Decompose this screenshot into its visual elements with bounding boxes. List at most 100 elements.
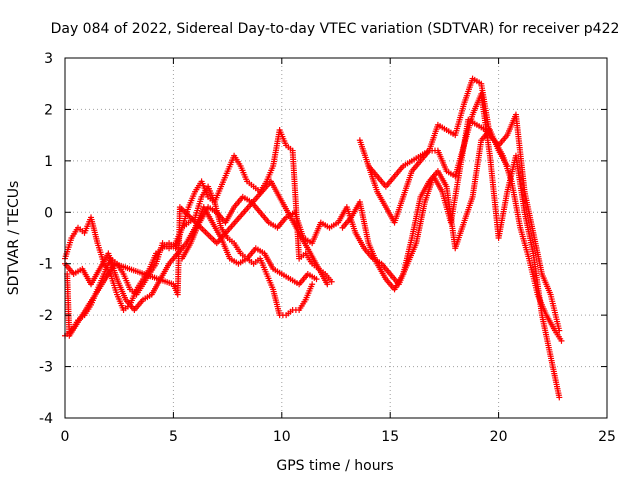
trace-marker xyxy=(217,222,224,229)
trace-marker xyxy=(217,185,224,192)
trace-marker xyxy=(269,284,276,291)
trace-marker xyxy=(494,145,501,152)
trace-marker xyxy=(406,159,413,166)
trace-marker xyxy=(417,196,424,203)
trace-marker xyxy=(225,253,232,260)
trace-marker xyxy=(538,268,545,275)
trace-marker xyxy=(191,190,198,197)
x-tick-label: 5 xyxy=(169,429,178,445)
trace-marker xyxy=(236,248,243,255)
y-tick-label: 0 xyxy=(44,205,53,221)
trace-marker xyxy=(301,298,308,305)
trace-marker xyxy=(183,221,190,228)
x-tick-label: 15 xyxy=(381,429,399,445)
trace-marker xyxy=(197,196,204,203)
trace-marker xyxy=(521,186,528,193)
trace-marker xyxy=(425,180,432,187)
trace-marker xyxy=(276,310,283,316)
trace-marker xyxy=(287,145,294,152)
trace-marker xyxy=(236,160,243,167)
trace-marker xyxy=(168,280,175,287)
trace-marker xyxy=(248,181,255,188)
trace-marker xyxy=(538,309,545,316)
trace-marker xyxy=(113,289,120,296)
trace-marker xyxy=(373,186,380,193)
trace-marker xyxy=(93,238,100,244)
chart-title: Day 084 of 2022, Sidereal Day-to-day VTE… xyxy=(51,21,620,37)
y-tick-label: 2 xyxy=(44,102,53,118)
trace-marker xyxy=(146,292,153,299)
trace-marker xyxy=(468,77,475,84)
trace-marker xyxy=(306,238,313,245)
trace-marker xyxy=(373,258,380,265)
y-tick-label: -4 xyxy=(39,411,53,427)
trace-marker xyxy=(476,79,483,86)
trace-marker xyxy=(255,207,262,214)
trace-marker xyxy=(525,253,532,260)
trace-marker xyxy=(204,206,211,213)
trace-marker xyxy=(119,268,126,275)
trace-marker xyxy=(529,248,536,255)
trace-marker xyxy=(547,351,554,358)
trace-marker xyxy=(555,325,562,332)
trace-marker xyxy=(415,154,422,160)
trace-marker xyxy=(502,133,509,140)
trace-marker xyxy=(529,227,536,234)
trace-marker xyxy=(264,217,271,224)
trace-marker xyxy=(372,171,379,178)
trace-marker xyxy=(308,283,315,290)
trace-marker xyxy=(184,206,191,213)
trace-marker xyxy=(516,222,523,229)
trace-marker xyxy=(399,196,406,202)
trace-marker xyxy=(170,241,177,248)
trace-marker xyxy=(285,274,292,281)
trace-marker xyxy=(408,237,415,244)
trace-marker xyxy=(138,298,145,305)
trace-marker xyxy=(223,170,230,177)
trace-marker xyxy=(262,268,269,275)
trace-marker xyxy=(230,206,237,213)
ticks-layer: 0 5 10 15 20 25 -4 -3 -2 -1 0 1 2 3 xyxy=(39,51,616,445)
trace-marker xyxy=(95,267,102,274)
trace-marker xyxy=(477,139,484,146)
trace-marker xyxy=(468,113,475,120)
trace-marker xyxy=(412,242,419,249)
trace-marker xyxy=(546,289,553,296)
trace-marker xyxy=(323,279,330,286)
series-outliers xyxy=(64,178,331,339)
trace-marker xyxy=(346,216,353,223)
trace-marker xyxy=(424,148,431,155)
trace-marker xyxy=(126,284,133,291)
series-track-e xyxy=(356,75,563,334)
x-tick-label: 10 xyxy=(273,429,291,445)
trace-marker xyxy=(521,207,528,214)
trace-marker xyxy=(351,227,358,234)
marks-layer xyxy=(62,75,565,401)
trace-marker xyxy=(164,262,171,269)
trace-marker xyxy=(113,274,120,280)
trace-marker xyxy=(281,216,288,223)
series-track-a xyxy=(62,127,335,313)
trace-marker xyxy=(381,274,388,281)
trace-marker xyxy=(441,125,448,132)
x-tick-label: 25 xyxy=(598,429,616,445)
trace-marker xyxy=(503,190,510,197)
trace-marker xyxy=(438,186,445,193)
trace-marker xyxy=(333,220,339,227)
trace-marker xyxy=(360,243,367,250)
trace-marker xyxy=(67,237,74,244)
trace-marker xyxy=(408,170,415,177)
trace-marker xyxy=(241,256,248,263)
trace-marker xyxy=(442,181,449,188)
plot-frame xyxy=(64,57,608,419)
trace-marker xyxy=(228,238,235,245)
y-tick-label: 3 xyxy=(44,51,53,67)
trace-marker xyxy=(385,269,392,276)
trace-marker xyxy=(381,202,388,209)
trace-marker xyxy=(557,335,564,342)
series-track-g xyxy=(339,127,511,293)
trace-marker xyxy=(434,124,441,130)
series-track-d xyxy=(179,116,565,344)
